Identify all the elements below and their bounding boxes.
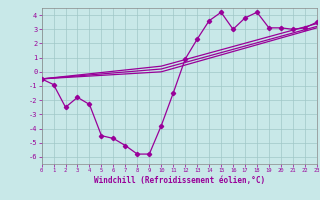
X-axis label: Windchill (Refroidissement éolien,°C): Windchill (Refroidissement éolien,°C) xyxy=(94,176,265,185)
